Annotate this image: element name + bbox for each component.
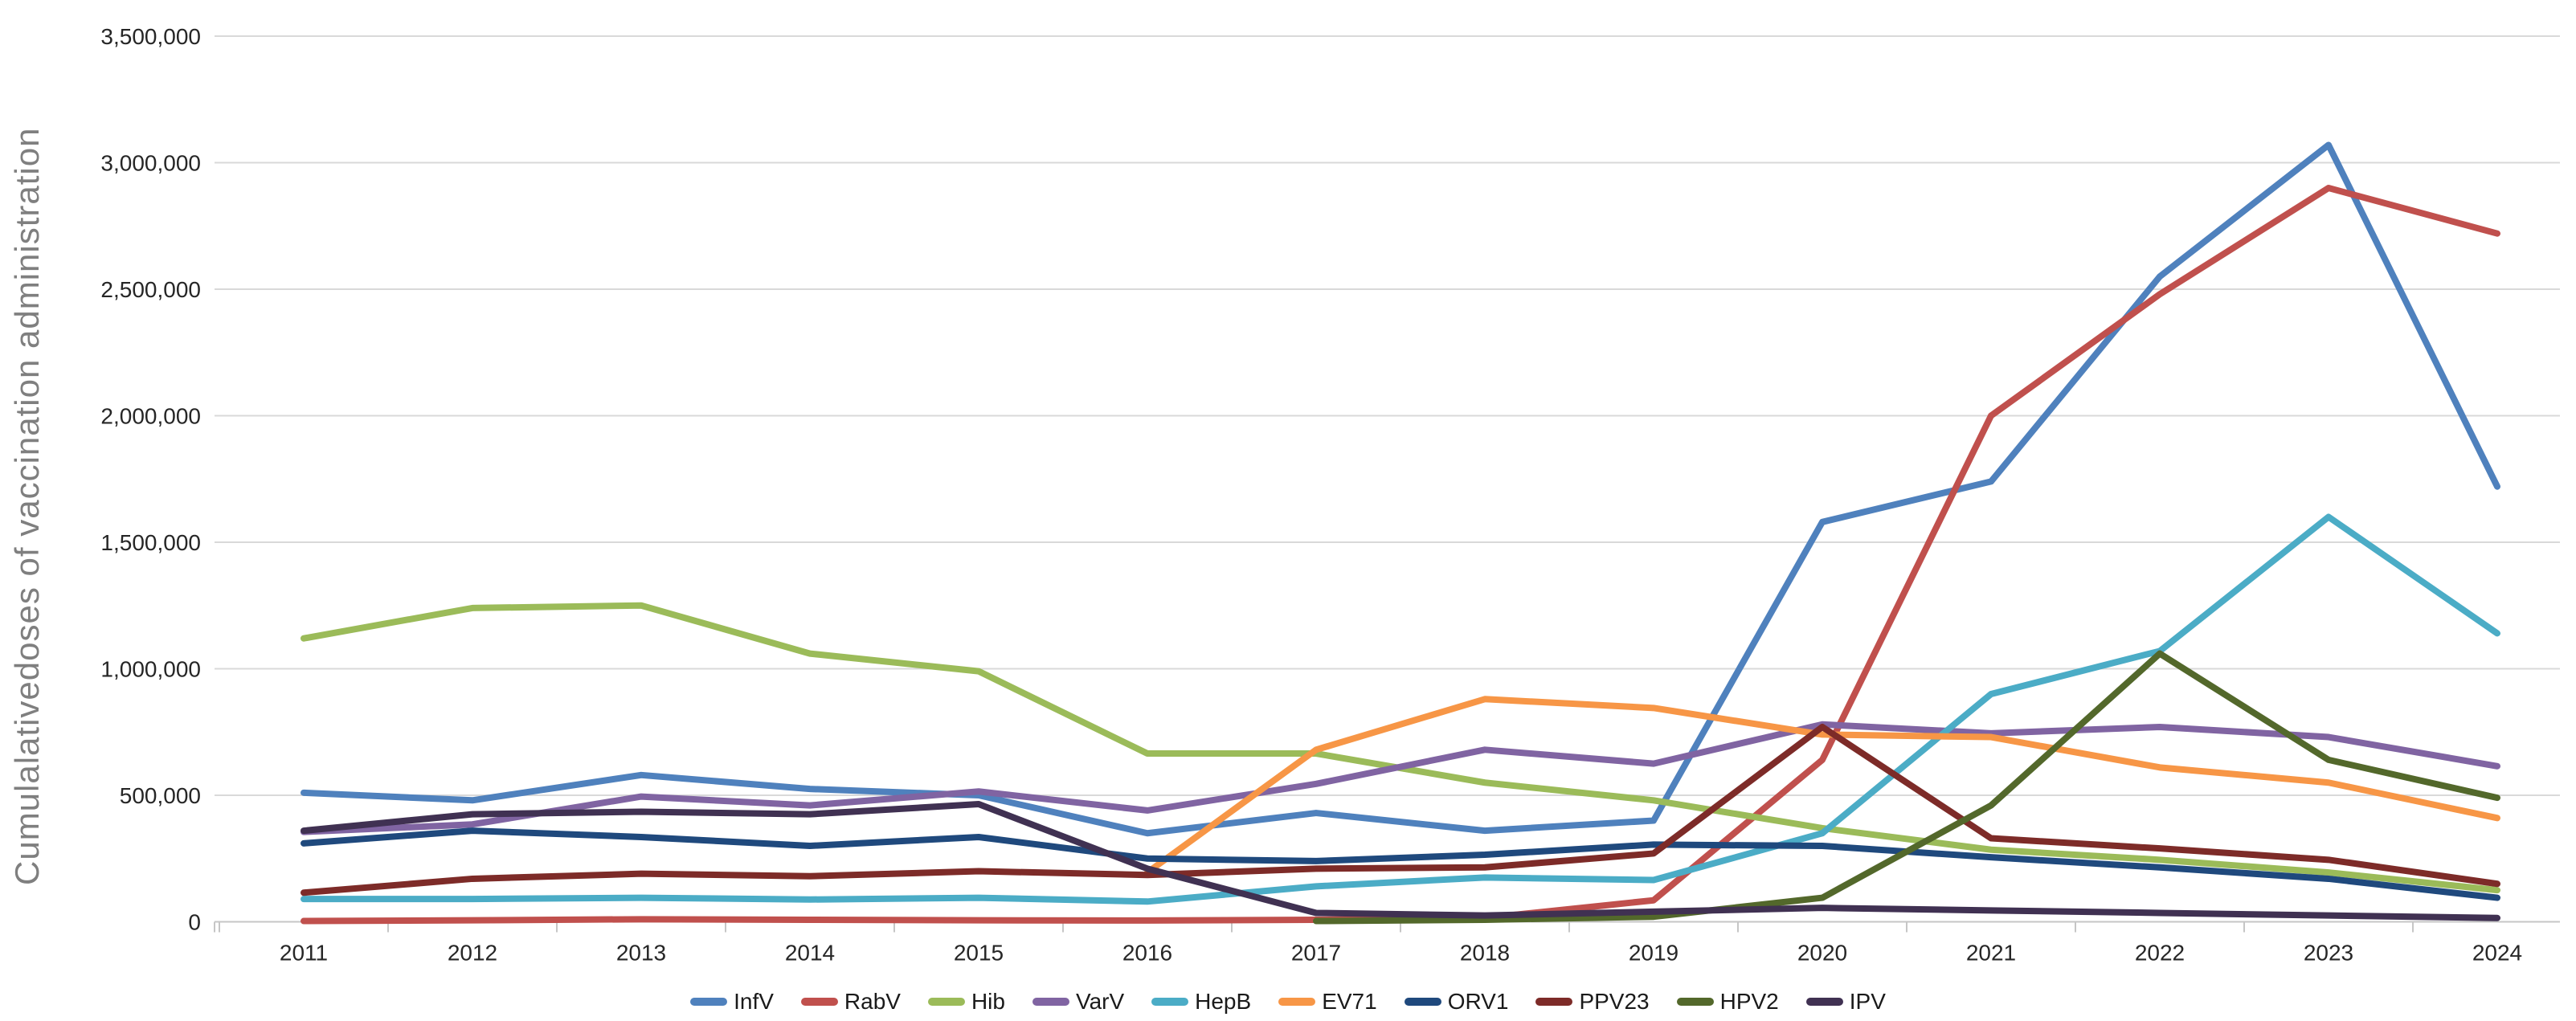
legend-marker-icon: [800, 998, 838, 1006]
x-tick-label: 2013: [616, 941, 666, 966]
legend-item-HPV2: HPV2: [1676, 989, 1779, 1015]
legend-label: IPV: [1849, 989, 1886, 1014]
legend-item-EV71: EV71: [1278, 989, 1377, 1015]
series-line-HepB: [301, 513, 2500, 905]
x-tick-label: 2014: [785, 941, 835, 966]
legend-marker-icon: [1278, 998, 1316, 1006]
legend-item-VarV: VarV: [1032, 989, 1124, 1015]
x-tick-label: 2023: [2304, 941, 2353, 966]
x-tick-label: 2022: [2135, 941, 2185, 966]
legend-label: Hib: [971, 989, 1005, 1014]
legend-item-RabV: RabV: [800, 989, 901, 1015]
series-line-HPV2: [1313, 650, 2500, 925]
series-line-PPV23: [301, 723, 2500, 896]
legend-item-InfV: InfV: [690, 989, 774, 1015]
legend-label: InfV: [734, 989, 774, 1014]
y-tick-label: 1,000,000: [100, 657, 201, 682]
x-tick-label: 2015: [954, 941, 1004, 966]
y-tick-label: 3,500,000: [100, 24, 201, 49]
legend-label: EV71: [1322, 989, 1377, 1014]
legend-item-PPV23: PPV23: [1535, 989, 1650, 1015]
legend-label: HPV2: [1719, 989, 1779, 1014]
x-tick-label: 2016: [1122, 941, 1172, 966]
x-tick-label: 2020: [1797, 941, 1847, 966]
x-tick-label: 2024: [2472, 941, 2522, 966]
y-tick-label: 2,000,000: [100, 404, 201, 429]
y-tick-label: 1,500,000: [100, 530, 201, 555]
legend-marker-icon: [1535, 998, 1573, 1006]
legend-marker-icon: [1032, 998, 1069, 1006]
y-tick-label: 3,000,000: [100, 151, 201, 176]
x-tick-label: 2019: [1629, 941, 1678, 966]
series-line-VarV: [301, 721, 2500, 835]
legend-item-Hib: Hib: [927, 989, 1005, 1015]
legend-marker-icon: [1151, 998, 1189, 1006]
legend-marker-icon: [1805, 998, 1843, 1006]
legend-marker-icon: [927, 998, 965, 1006]
x-tick-label: 2011: [280, 941, 328, 966]
legend-label: VarV: [1075, 989, 1125, 1014]
legend-item-IPV: IPV: [1805, 989, 1886, 1015]
x-tick-label: 2021: [1966, 941, 2016, 966]
legend-item-HepB: HepB: [1151, 989, 1251, 1015]
x-tick-label: 2017: [1291, 941, 1341, 966]
legend-item-ORV1: ORV1: [1404, 989, 1509, 1015]
legend-label: HepB: [1195, 989, 1252, 1014]
y-tick-label: 0: [188, 910, 201, 935]
y-tick-label: 2,500,000: [100, 277, 201, 302]
legend-marker-icon: [690, 998, 728, 1006]
series-line-EV71: [1144, 696, 2500, 876]
legend-label: ORV1: [1447, 989, 1509, 1014]
legend-label: PPV23: [1579, 989, 1650, 1014]
legend-marker-icon: [1676, 998, 1714, 1006]
series-line-ORV1: [301, 827, 2500, 901]
y-tick-label: 500,000: [120, 783, 201, 808]
legend-marker-icon: [1404, 998, 1441, 1006]
x-tick-label: 2012: [448, 941, 497, 966]
chart-legend: InfV RabV Hib VarV HepB EV71 ORV1 PPV23 HPV2 IPV: [0, 989, 2576, 1015]
legend-label: RabV: [844, 989, 901, 1014]
series-line-IPV: [301, 801, 2500, 921]
x-tick-label: 2018: [1460, 941, 1510, 966]
